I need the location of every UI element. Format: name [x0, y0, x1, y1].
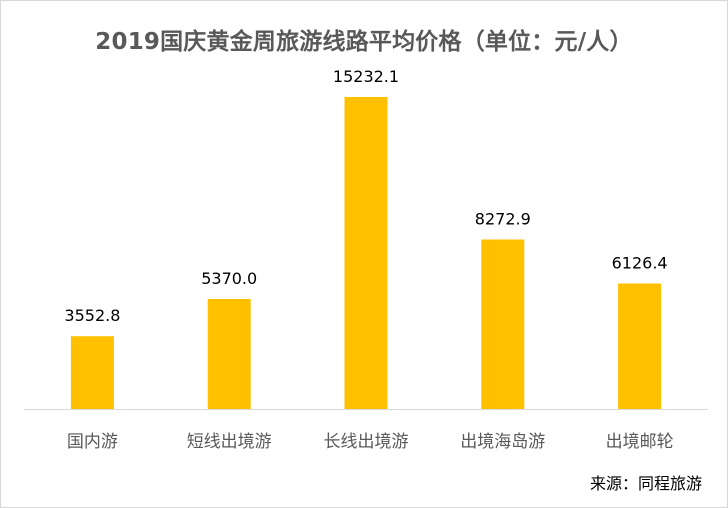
bar-4: [481, 239, 525, 409]
bar-3: [344, 97, 388, 409]
bar-value-label-5: 6126.4: [612, 254, 668, 273]
bar-value-label-4: 8272.9: [475, 210, 531, 229]
bar-1: [70, 336, 114, 409]
category-label-4: 出境海岛游: [460, 432, 545, 452]
bar-5: [618, 283, 662, 409]
category-label-5: 出境邮轮: [606, 432, 674, 452]
bar-value-label-1: 3552.8: [64, 306, 120, 325]
bar-2: [207, 299, 251, 409]
category-label-1: 国内游: [67, 432, 118, 452]
category-label-2: 短线出境游: [187, 432, 272, 452]
bars-layer: [70, 97, 662, 409]
chart-title: 2019国庆黄金周旅游线路平均价格（单位：元/人）: [95, 29, 633, 55]
labels-layer: 3552.8 国内游 5370.0 短线出境游 15232.1 长线出境游 8272.9 出境…: [64, 67, 673, 452]
source-note: 来源：同程旅游: [589, 474, 702, 493]
bar-value-label-2: 5370.0: [201, 269, 257, 288]
bar-value-label-3: 15232.1: [333, 67, 399, 86]
category-label-3: 长线出境游: [324, 432, 409, 452]
